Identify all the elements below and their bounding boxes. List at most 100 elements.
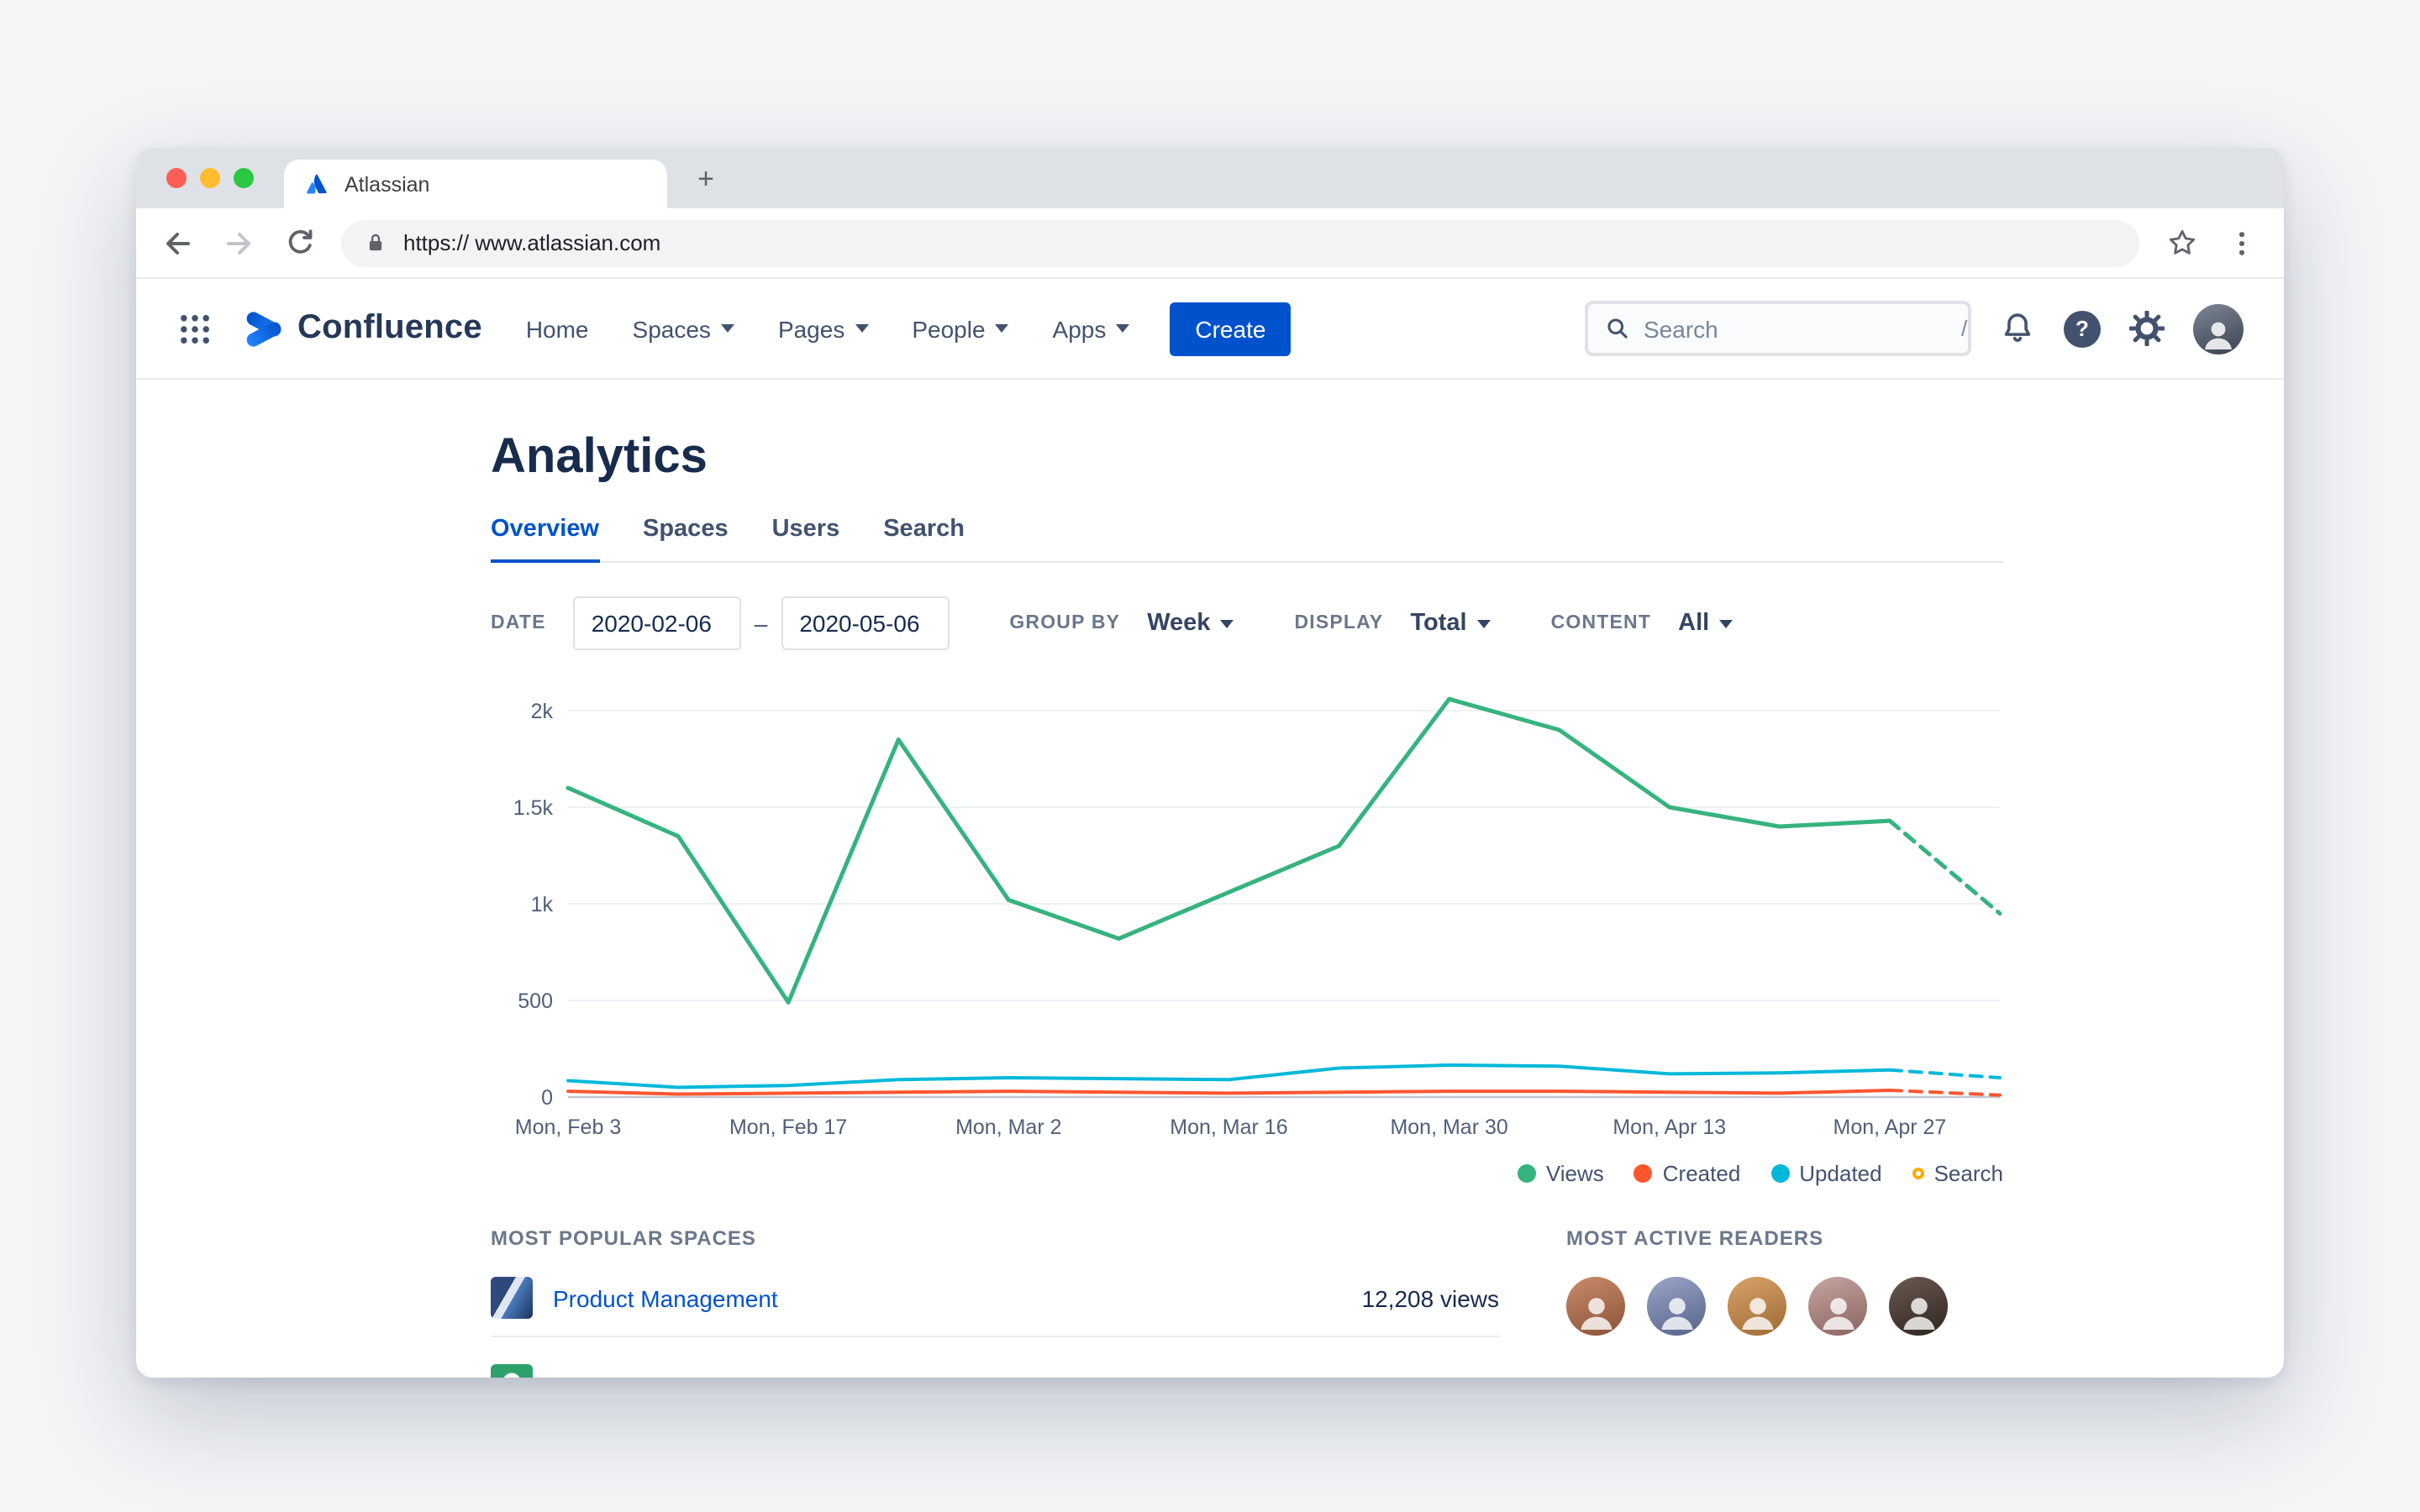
app-switcher-icon[interactable] — [176, 310, 213, 347]
display-dropdown[interactable]: Total — [1410, 610, 1490, 637]
content-dropdown[interactable]: All — [1678, 610, 1733, 637]
date-from-input[interactable] — [572, 596, 741, 650]
forward-button[interactable] — [220, 224, 257, 261]
legend-label: Created — [1662, 1161, 1741, 1186]
svg-text:Mon, Feb 3: Mon, Feb 3 — [515, 1116, 621, 1139]
reader-avatar[interactable] — [1566, 1277, 1625, 1336]
active-readers-row — [1566, 1277, 2003, 1336]
browser-tab[interactable]: Atlassian — [284, 160, 667, 208]
chart-area: 2k 1.5k 1k 500 0 Mon, Feb 3 Mon, Feb 17 Mon, Ma… — [491, 680, 2003, 1154]
analytics-tabs: Overview Spaces Users Search — [491, 516, 2003, 563]
address-bar[interactable]: https:// www.atlassian.com — [341, 219, 2139, 266]
summary-sections: MOST POPULAR SPACES Product Management 1… — [491, 1226, 2003, 1378]
svg-text:1.5k: 1.5k — [513, 796, 554, 820]
space-views: 12,208 views — [1361, 1284, 1499, 1311]
analytics-page: Analytics Overview Spaces Users Search D… — [136, 380, 2284, 1378]
date-to-input[interactable] — [781, 596, 950, 650]
space-row: Product Management 12,208 views — [491, 1260, 1499, 1337]
svg-text:Mon, Mar 2: Mon, Mar 2 — [955, 1116, 1061, 1139]
notifications-bell-icon[interactable] — [2000, 311, 2035, 346]
nav-item-apps[interactable]: Apps — [1053, 315, 1130, 342]
page-title: Analytics — [491, 430, 708, 484]
search-box[interactable]: / — [1585, 301, 1971, 356]
legend-swatch — [1770, 1164, 1790, 1183]
tab-title: Atlassian — [345, 172, 430, 196]
window-controls — [166, 168, 254, 188]
legend-item-updated[interactable]: Updated — [1770, 1161, 1882, 1186]
refresh-button[interactable] — [281, 224, 318, 261]
svg-text:Mon, Apr 13: Mon, Apr 13 — [1612, 1116, 1726, 1139]
settings-gear-icon[interactable] — [2129, 311, 2165, 346]
search-shortcut-hint: / — [1961, 316, 1968, 341]
date-label: DATE — [491, 613, 546, 633]
group-by-dropdown[interactable]: Week — [1147, 610, 1234, 637]
nav-item-home[interactable]: Home — [525, 315, 589, 342]
brand-name: Confluence — [297, 309, 482, 346]
browser-window: Atlassian + — [136, 148, 2284, 1378]
zoom-window-button[interactable] — [234, 168, 254, 188]
padlock-icon — [365, 232, 387, 254]
space-link[interactable]: Human Relations — [553, 1372, 734, 1378]
atlassian-favicon-icon — [304, 171, 329, 197]
nav-menu: Home Spaces Pages People Apps — [526, 315, 1130, 342]
legend-label: Search — [1933, 1161, 2003, 1186]
svg-text:2k: 2k — [531, 700, 554, 723]
svg-text:Mon, Apr 27: Mon, Apr 27 — [1833, 1116, 1947, 1139]
confluence-nav: Confluence Home Spaces Pages People Apps… — [136, 279, 2284, 380]
nav-item-pages[interactable]: Pages — [778, 315, 868, 342]
browser-tab-strip: Atlassian + — [136, 148, 2284, 208]
tab-users[interactable]: Users — [771, 516, 840, 543]
confluence-mark-icon — [244, 308, 284, 349]
confluence-logo[interactable]: Confluence — [244, 308, 482, 349]
new-tab-button[interactable]: + — [697, 163, 714, 195]
search-icon — [1605, 316, 1630, 341]
legend-item-views[interactable]: Views — [1517, 1161, 1604, 1186]
help-icon[interactable]: ? — [2064, 310, 2101, 347]
analytics-chart: 2k 1.5k 1k 500 0 Mon, Feb 3 Mon, Feb 17 Mon, Ma… — [513, 696, 2002, 1139]
search-input[interactable] — [1644, 315, 1948, 342]
content-label: CONTENT — [1550, 613, 1652, 633]
reader-avatar[interactable] — [1808, 1277, 1867, 1336]
svg-text:500: 500 — [518, 990, 553, 1013]
date-separator: – — [754, 610, 768, 637]
reader-avatar[interactable] — [1647, 1277, 1706, 1336]
browser-toolbar: https:// www.atlassian.com — [136, 208, 2284, 279]
active-readers-title: MOST ACTIVE READERS — [1566, 1226, 1824, 1250]
space-views: 976 views — [1394, 1372, 1499, 1378]
legend-item-created[interactable]: Created — [1634, 1161, 1741, 1186]
close-window-button[interactable] — [166, 168, 187, 188]
browser-menu-icon[interactable] — [2223, 224, 2260, 261]
tab-overview[interactable]: Overview — [491, 516, 599, 563]
filter-bar: DATE – GROUP BY Week DISPLAY Total CONTE… — [491, 596, 2284, 650]
minimize-window-button[interactable] — [200, 168, 220, 188]
legend-label: Views — [1545, 1161, 1604, 1186]
legend-label: Updated — [1799, 1161, 1882, 1186]
legend-swatch — [1912, 1168, 1924, 1179]
chart-legend: Views Created Updated Search — [491, 1161, 2003, 1186]
space-link[interactable]: Product Management — [553, 1284, 778, 1311]
create-button[interactable]: Create — [1170, 302, 1292, 355]
space-icon-human-relations — [491, 1364, 533, 1378]
svg-text:1k: 1k — [531, 893, 554, 916]
group-by-label: GROUP BY — [1009, 613, 1121, 633]
tab-spaces[interactable]: Spaces — [643, 516, 729, 543]
tab-search[interactable]: Search — [883, 516, 965, 543]
popular-spaces-title: MOST POPULAR SPACES — [491, 1226, 756, 1250]
legend-swatch — [1517, 1164, 1536, 1183]
bookmark-star-icon[interactable] — [2163, 224, 2200, 261]
svg-text:Mon, Feb 17: Mon, Feb 17 — [729, 1116, 847, 1139]
url-text: https:// www.atlassian.com — [403, 230, 661, 255]
nav-item-spaces[interactable]: Spaces — [633, 315, 734, 342]
svg-text:0: 0 — [541, 1086, 553, 1110]
user-avatar[interactable] — [2193, 303, 2244, 354]
legend-item-search[interactable]: Search — [1912, 1161, 2003, 1186]
back-button[interactable] — [160, 224, 197, 261]
svg-text:Mon, Mar 16: Mon, Mar 16 — [1170, 1116, 1287, 1139]
display-label: DISPLAY — [1294, 613, 1384, 633]
nav-item-people[interactable]: People — [912, 315, 1008, 342]
legend-swatch — [1634, 1164, 1653, 1183]
reader-avatar[interactable] — [1889, 1277, 1948, 1336]
reader-avatar[interactable] — [1728, 1277, 1786, 1336]
svg-text:Mon, Mar 30: Mon, Mar 30 — [1390, 1116, 1507, 1139]
